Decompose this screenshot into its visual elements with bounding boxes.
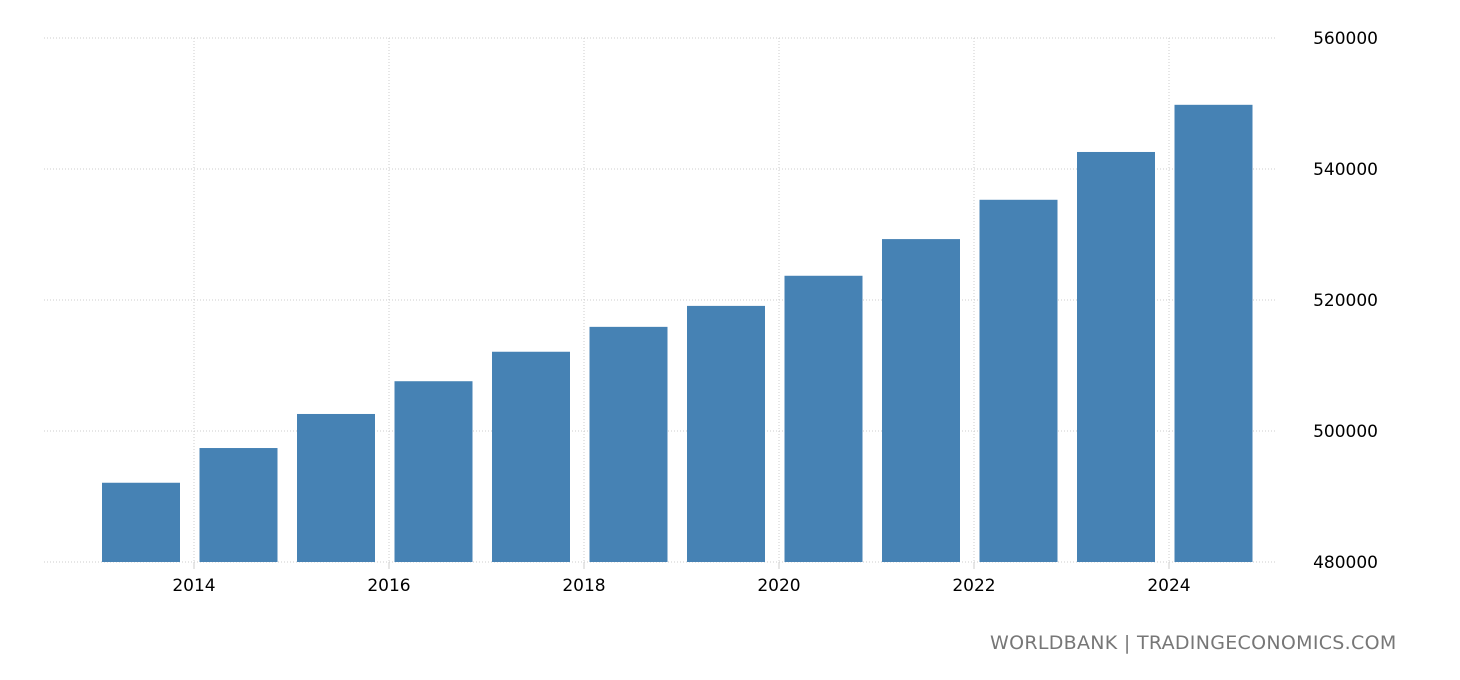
bar-2015 (297, 413, 375, 562)
bar-2017 (492, 351, 570, 562)
bar-2022 (979, 199, 1058, 562)
bar-2020 (784, 275, 863, 562)
bar-2023 (1077, 151, 1155, 562)
y-tick-label: 540000 (1313, 160, 1378, 180)
y-tick-label: 560000 (1313, 29, 1378, 49)
x-tick-label: 2022 (952, 576, 995, 596)
bar-2014 (199, 448, 278, 562)
bar-2013 (102, 482, 180, 562)
y-tick-label: 520000 (1313, 291, 1378, 311)
bar-2016 (394, 381, 473, 562)
bar-2018 (589, 326, 668, 562)
y-tick-label: 500000 (1313, 422, 1378, 442)
x-tick-label: 2024 (1147, 576, 1190, 596)
bar-2024 (1174, 104, 1253, 562)
bar-2019 (687, 305, 765, 562)
x-tick-label: 2020 (757, 576, 800, 596)
x-tick-label: 2016 (367, 576, 410, 596)
source-credit: WORLDBANK | TRADINGECONOMICS.COM (990, 632, 1397, 654)
x-tick-label: 2014 (172, 576, 215, 596)
y-tick-label: 480000 (1313, 553, 1378, 573)
x-tick-label: 2018 (562, 576, 605, 596)
bar-2021 (882, 239, 960, 562)
